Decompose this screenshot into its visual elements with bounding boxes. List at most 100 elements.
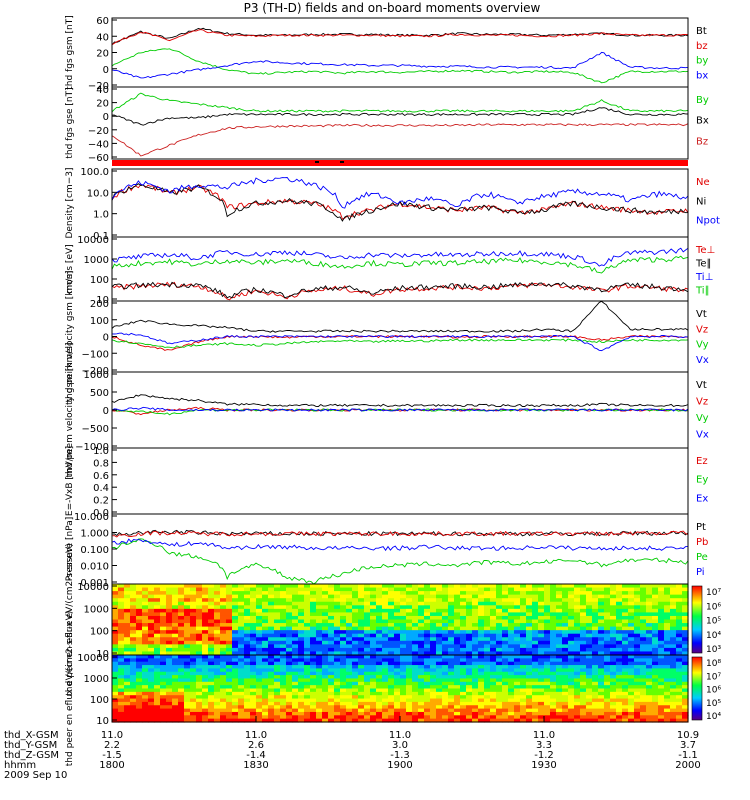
spectrogram-cell	[490, 647, 497, 653]
spectrogram-cell	[514, 708, 521, 713]
spectrogram-cell	[376, 701, 383, 706]
spectrogram-cell	[232, 651, 239, 656]
spectrogram-cell	[646, 691, 653, 696]
legend-label: Vt	[696, 380, 707, 391]
spectrogram-cell	[292, 695, 299, 700]
spectrogram-cell	[460, 623, 467, 628]
spectrogram-cell	[496, 591, 503, 596]
spectrogram-cell	[112, 661, 119, 666]
spectrogram-cell	[394, 612, 401, 617]
spectrogram-cell	[544, 688, 551, 693]
spectrogram-cell	[658, 701, 665, 706]
spectrogram-cell	[220, 601, 227, 606]
spectrogram-cell	[262, 584, 269, 589]
spectrogram-cell	[352, 701, 359, 706]
spectrogram-cell	[418, 661, 425, 666]
spectrogram-cell	[610, 605, 617, 610]
spectrogram-cell	[118, 688, 125, 693]
spectrogram-cell	[580, 661, 587, 666]
spectrogram-cell	[286, 605, 293, 610]
spectrogram-cell	[208, 637, 215, 642]
spectrogram-cell	[514, 678, 521, 683]
spectrogram-cell	[532, 633, 539, 638]
spectrogram-cell	[280, 608, 287, 613]
spectrogram-cell	[382, 695, 389, 700]
spectrogram-cell	[400, 695, 407, 700]
spectrogram-cell	[322, 584, 329, 589]
spectrogram-cell	[676, 661, 683, 666]
spectrogram-cell	[466, 675, 473, 680]
spectrogram-cell	[478, 668, 485, 673]
spectrogram-cell	[670, 608, 677, 613]
spectrogram-cell	[532, 615, 539, 621]
spectrogram-cell	[412, 630, 419, 635]
spectrogram-cell	[256, 647, 263, 653]
spectrogram-cell	[196, 619, 203, 624]
spectrogram-cell	[112, 681, 119, 686]
spectrogram-cell	[340, 695, 347, 700]
spectrogram-cell	[604, 630, 611, 635]
spectrogram-cell	[388, 695, 395, 700]
spectrogram-cell	[412, 675, 419, 680]
spectrogram-cell	[424, 598, 431, 603]
spectrogram-cell	[394, 668, 401, 673]
spectrogram-cell	[142, 658, 149, 663]
spectrogram-cell	[124, 598, 131, 603]
panel-3	[112, 160, 688, 166]
spectrogram-cell	[472, 644, 479, 649]
spectrogram-cell	[328, 678, 335, 683]
spectrogram-cell	[580, 711, 587, 716]
spectrogram-cell	[160, 695, 167, 700]
spectrogram-cell	[238, 688, 245, 693]
spectrogram-cell	[226, 626, 233, 631]
spectrogram-cell	[568, 626, 575, 631]
spectrogram-cell	[376, 678, 383, 683]
spectrogram-cell	[256, 615, 263, 621]
spectrogram-cell	[208, 598, 215, 603]
spectrogram-cell	[166, 644, 173, 649]
spectrogram-cell	[304, 678, 311, 683]
spectrogram-cell	[346, 591, 353, 596]
spectrogram-cell	[664, 587, 671, 592]
spectrogram-cell	[244, 605, 251, 610]
spectrogram-cell	[190, 623, 197, 628]
spectrogram-cell	[556, 715, 563, 720]
colorbar	[691, 656, 703, 721]
spectrogram-cell	[574, 587, 581, 592]
spectrogram-cell	[400, 661, 407, 666]
spectrogram-cell	[532, 688, 539, 693]
spectrogram-cell	[142, 587, 149, 592]
spectrogram-cell	[220, 591, 227, 596]
spectrogram-cell	[496, 637, 503, 642]
spectrogram-cell	[268, 640, 275, 645]
spectrogram-cell	[136, 612, 143, 617]
spectrogram-cell	[460, 698, 467, 703]
spectrogram-cell	[400, 626, 407, 631]
spectrogram-cell	[130, 678, 137, 683]
spectrogram-cell	[580, 665, 587, 669]
spectrogram-cell	[244, 584, 251, 589]
spectrogram-cell	[544, 623, 551, 628]
spectrogram-cell	[574, 655, 581, 659]
spectrogram-cell	[370, 708, 377, 713]
spectrogram-cell	[118, 658, 125, 663]
y-tick-label: 0.2	[93, 496, 109, 507]
spectrogram-cell	[184, 661, 191, 666]
y-tick-label: 10000	[77, 582, 109, 593]
spectrogram-cell	[580, 708, 587, 713]
x-row-value: 2.6	[248, 740, 264, 751]
spectrogram-cell	[370, 633, 377, 638]
spectrogram-cell	[160, 708, 167, 713]
spectrogram-cell	[388, 711, 395, 716]
spectrogram-cell	[256, 644, 263, 649]
spectrogram-cell	[208, 594, 215, 599]
spectrogram-cell	[670, 681, 677, 686]
spectrogram-cell	[484, 605, 491, 610]
spectrogram-cell	[520, 626, 527, 631]
spectrogram-cell	[178, 633, 185, 638]
spectrogram-cell	[292, 647, 299, 653]
spectrogram-cell	[646, 594, 653, 599]
spectrogram-cell	[112, 615, 119, 621]
spectrogram-cell	[232, 601, 239, 606]
spectrogram-cell	[220, 688, 227, 693]
